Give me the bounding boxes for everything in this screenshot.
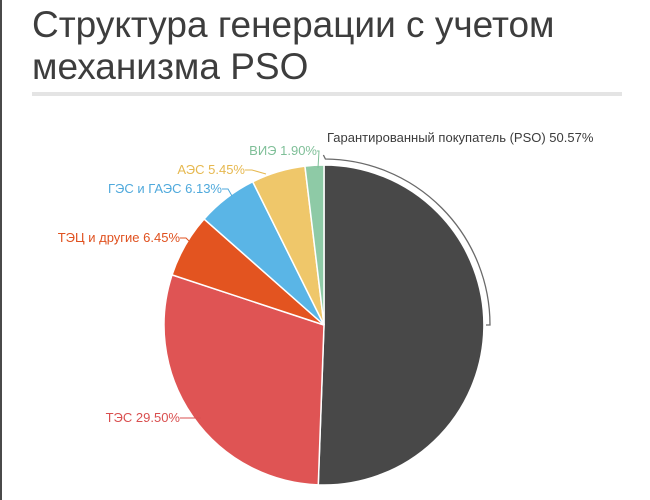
title-divider [32,92,622,96]
leader-line-тэц-и-другие [180,237,191,243]
slice-label-тэц-и-другие: ТЭЦ и другие 6.45% [58,230,181,245]
leader-line-аэс [245,169,267,175]
slice-label-гэс-и-гаэс: ГЭС и ГАЭС 6.13% [108,181,222,196]
pso-highlight-bracket [322,154,491,326]
slice-label-аэс: АЭС 5.45% [177,162,245,177]
leader-line-виэ [317,150,320,169]
slice-label-гарантированный-покупатель: Гарантированный покупатель (PSO) 50.57% [327,130,594,145]
pie-slice-тэс [163,273,325,486]
pie-slice-виэ [304,164,325,326]
slice-label-тэс: ТЭС 29.50% [106,410,181,425]
page-title: Структура генерации с учетом механизма P… [32,4,555,87]
window-left-border [0,0,2,500]
pso-bracket-arc [322,154,491,326]
pie-slice-гарантированный-покупатель [317,164,485,486]
leader-line-гэс-и-гаэс [222,188,233,197]
slice-label-виэ: ВИЭ 1.90% [249,143,317,158]
pie-slices [163,164,485,486]
slice-labels: Гарантированный покупатель (PSO) 50.57% Т… [58,130,594,425]
label-leader-lines [180,150,320,419]
